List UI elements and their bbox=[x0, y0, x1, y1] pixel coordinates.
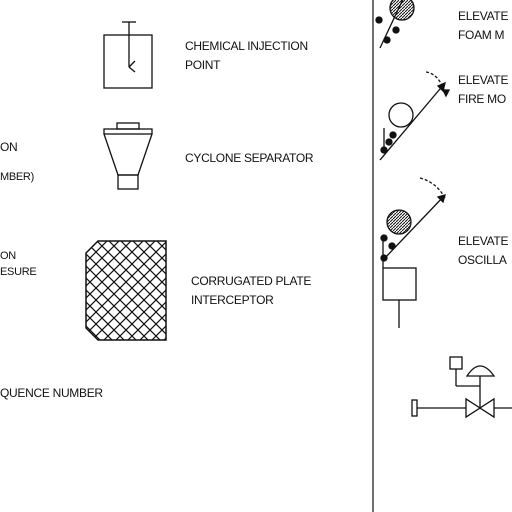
cyclone-separator-label: CYCLONE SEPARATOR bbox=[185, 151, 314, 165]
chemical-injection-point-icon bbox=[103, 21, 153, 89]
left-fragment-label-2: MBER) bbox=[0, 171, 34, 183]
cyclone-separator-icon bbox=[103, 122, 153, 190]
elevated-foam-monitor-label: ELEVATE FOAM M bbox=[458, 9, 509, 42]
left-fragment-label-1: ON bbox=[0, 140, 18, 154]
corrugated-plate-interceptor-icon bbox=[85, 240, 167, 341]
left-fragment-label-4: QUENCE NUMBER bbox=[0, 386, 103, 400]
left-fragment-label-3: ON ESURE bbox=[0, 250, 37, 278]
control-valve-icon bbox=[411, 356, 512, 419]
corrugated-plate-interceptor-label: CORRUGATED PLATE INTERCEPTOR bbox=[191, 274, 312, 307]
elevated-oscillating-monitor-label: ELEVATE OSCILLA bbox=[458, 234, 509, 267]
chemical-injection-point-label: CHEMICAL INJECTION POINT bbox=[185, 39, 308, 72]
elevated-fire-monitor-icon bbox=[379, 71, 451, 161]
elevated-foam-monitor-icon bbox=[375, 0, 415, 49]
elevated-oscillating-monitor-icon bbox=[380, 177, 446, 328]
elevated-fire-monitor-label: ELEVATE FIRE MO bbox=[458, 73, 509, 106]
